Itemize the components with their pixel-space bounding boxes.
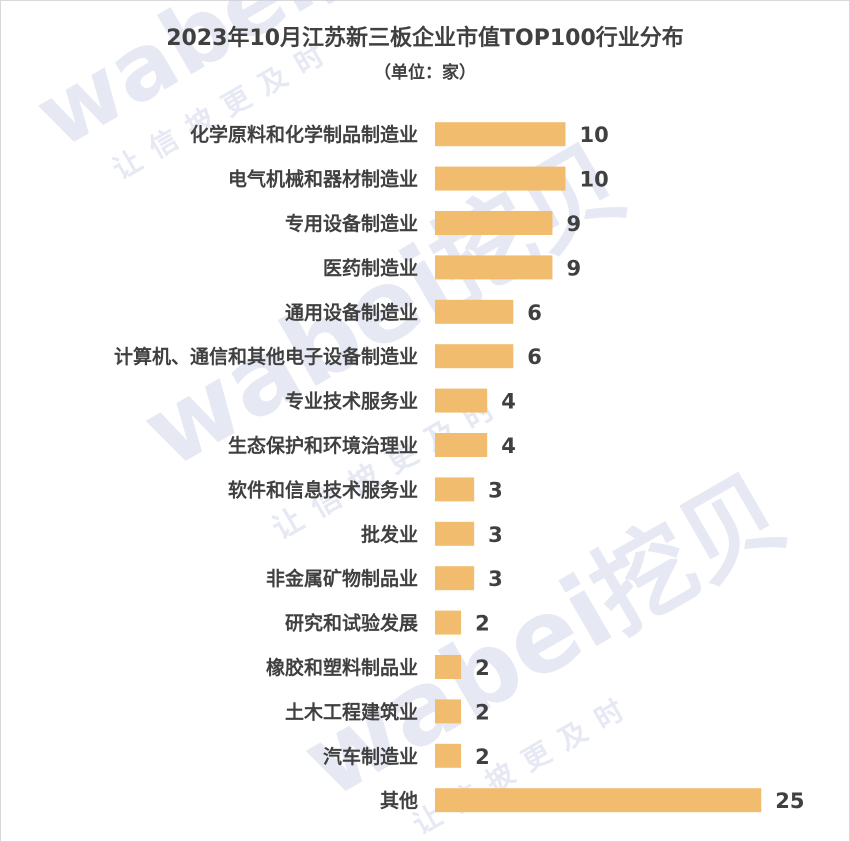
bar [435, 521, 475, 546]
category-label: 研究和试验发展 [285, 612, 418, 635]
category-label: 软件和信息技术服务业 [228, 478, 418, 501]
bar [435, 299, 514, 324]
chart-title: 2023年10月江苏新三板企业市值TOP100行业分布 [166, 26, 684, 51]
chart-subtitle: （单位：家） [374, 63, 476, 83]
category-label: 批发业 [361, 523, 418, 546]
data-label: 3 [488, 523, 503, 547]
data-label: 9 [566, 256, 581, 280]
category-label: 专业技术服务业 [285, 390, 418, 413]
data-label: 3 [488, 478, 503, 502]
data-label: 2 [475, 745, 490, 769]
bar [435, 255, 553, 280]
category-label: 通用设备制造业 [285, 301, 418, 324]
category-label: 专用设备制造业 [285, 212, 418, 235]
data-label: 4 [501, 434, 516, 458]
category-label: 其他 [380, 789, 418, 812]
bar [435, 477, 475, 502]
category-label: 汽车制造业 [323, 745, 418, 768]
data-label: 3 [488, 567, 503, 591]
bar [435, 743, 462, 768]
bar [435, 122, 566, 147]
bar [435, 788, 762, 813]
category-label: 生态保护和环境治理业 [228, 434, 418, 457]
category-label: 橡胶和塑料制品业 [266, 656, 418, 679]
data-label: 10 [580, 168, 609, 192]
data-label: 6 [527, 345, 542, 369]
bar [435, 610, 462, 635]
data-label: 2 [475, 612, 490, 636]
bar [435, 211, 553, 235]
data-label: 6 [527, 301, 542, 325]
data-label: 2 [475, 700, 490, 724]
category-label: 土木工程建筑业 [285, 700, 418, 723]
bar [435, 166, 566, 191]
category-label: 电气机械和器材制造业 [228, 168, 418, 191]
data-label: 10 [580, 123, 609, 147]
category-label: 化学原料和化学制品制造业 [190, 123, 418, 146]
bar [435, 388, 488, 413]
data-label: 9 [566, 212, 581, 236]
category-label: 计算机、通信和其他电子设备制造业 [114, 345, 418, 368]
bar [435, 344, 514, 369]
bar [435, 699, 462, 724]
category-label: 医药制造业 [323, 256, 418, 279]
bar [435, 566, 475, 591]
bar [435, 433, 488, 457]
data-label: 2 [475, 656, 490, 680]
bar [435, 655, 462, 679]
data-label: 4 [501, 390, 516, 414]
category-label: 非金属矿物制品业 [266, 567, 418, 590]
data-label: 25 [775, 789, 804, 813]
